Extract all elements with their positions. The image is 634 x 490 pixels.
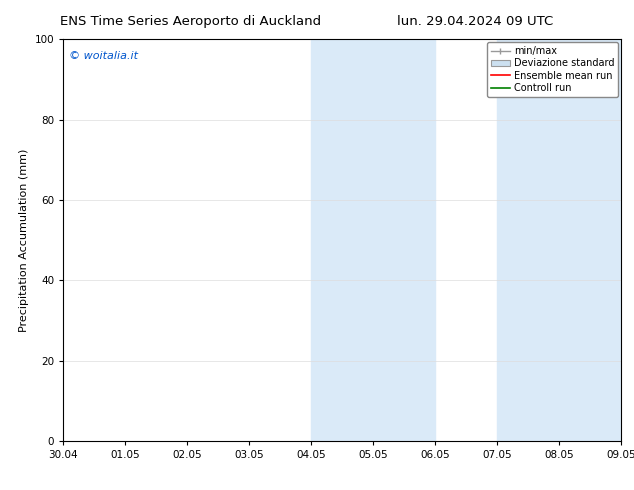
Text: lun. 29.04.2024 09 UTC: lun. 29.04.2024 09 UTC: [398, 15, 553, 28]
Legend: min/max, Deviazione standard, Ensemble mean run, Controll run: min/max, Deviazione standard, Ensemble m…: [487, 42, 618, 97]
Bar: [497, 39, 621, 441]
Y-axis label: Precipitation Accumulation (mm): Precipitation Accumulation (mm): [19, 148, 29, 332]
Bar: [311, 39, 436, 441]
Text: ENS Time Series Aeroporto di Auckland: ENS Time Series Aeroporto di Auckland: [60, 15, 321, 28]
Text: © woitalia.it: © woitalia.it: [69, 51, 138, 61]
